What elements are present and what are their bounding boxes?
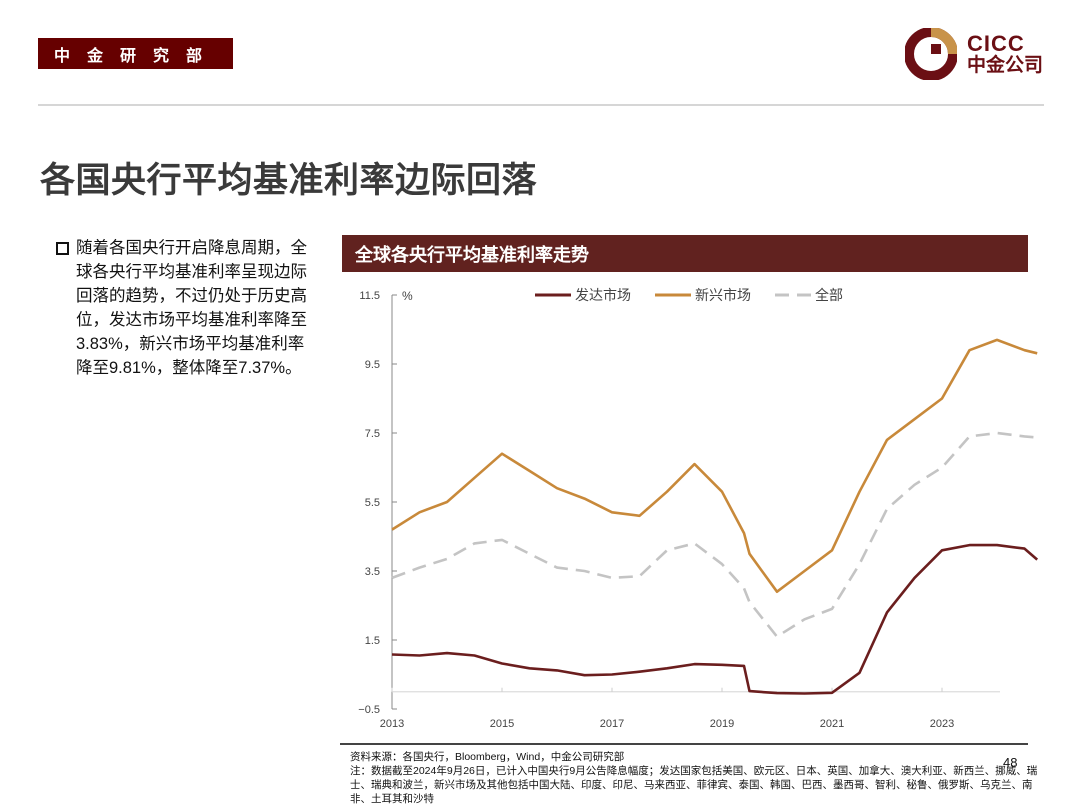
x-tick-label: 2013 [380, 718, 404, 730]
header-divider [38, 104, 1044, 106]
cicc-ring-icon [905, 28, 957, 80]
x-tick-label: 2019 [710, 718, 734, 730]
x-tick-label: 2021 [820, 718, 844, 730]
source-text: 资料来源：各国央行，Bloomberg，Wind，中金公司研究部 [350, 751, 625, 763]
y-tick-label: 5.5 [365, 497, 380, 509]
legend-label: 新兴市场 [695, 287, 751, 303]
legend-label: 发达市场 [575, 287, 631, 303]
note-text: 注：数据截至2024年9月26日，已计入中国央行9月公告降息幅度；发达国家包括美… [350, 765, 1038, 805]
y-tick-label: 7.5 [365, 428, 380, 440]
page-number: 48 [1003, 755, 1018, 770]
y-tick-label: 9.5 [365, 359, 380, 371]
series-line-2 [391, 431, 1038, 638]
x-tick-label: 2023 [930, 718, 954, 730]
x-tick-label: 2015 [490, 718, 514, 730]
bullet-text: 随着各国央行开启降息周期，全球各央行平均基准利率呈现边际回落的趋势，不过仍处于历… [76, 239, 307, 377]
y-tick-label: 11.5 [359, 290, 380, 302]
y-tick-label: 3.5 [365, 566, 380, 578]
line-chart: 11.5 9.5 7.5 5.5 3.5 1.5 −0.5% 2013 2015 2017 2019… [358, 287, 1039, 730]
x-tick-label: 2017 [600, 718, 624, 730]
series-line-0 [391, 543, 1039, 695]
y-tick-label: 1.5 [365, 635, 380, 647]
footer-divider [340, 743, 1028, 745]
chart-title: 全球各央行平均基准利率走势 [355, 244, 589, 265]
y-tick-label: −0.5 [358, 704, 380, 716]
department-badge: 中金研究部 [38, 38, 233, 69]
logo-text-en: CICC [967, 31, 1025, 56]
footer-notes: 资料来源：各国央行，Bloomberg，Wind，中金公司研究部 注：数据截至2… [350, 750, 1040, 806]
bullet-point: 随着各国央行开启降息周期，全球各央行平均基准利率呈现边际回落的趋势，不过仍处于历… [56, 236, 318, 380]
department-label: 中金研究部 [54, 47, 220, 65]
series-line-1 [391, 338, 1038, 594]
chart-title-bar: 全球各央行平均基准利率走势 [342, 235, 1028, 272]
y-unit-label: % [402, 289, 413, 303]
square-bullet-icon [56, 242, 69, 255]
page-title: 各国央行平均基准利率边际回落 [40, 161, 538, 200]
legend-label: 全部 [815, 287, 843, 303]
cicc-logo: CICC 中金公司 [905, 28, 1043, 80]
logo-text-cn: 中金公司 [967, 55, 1044, 76]
